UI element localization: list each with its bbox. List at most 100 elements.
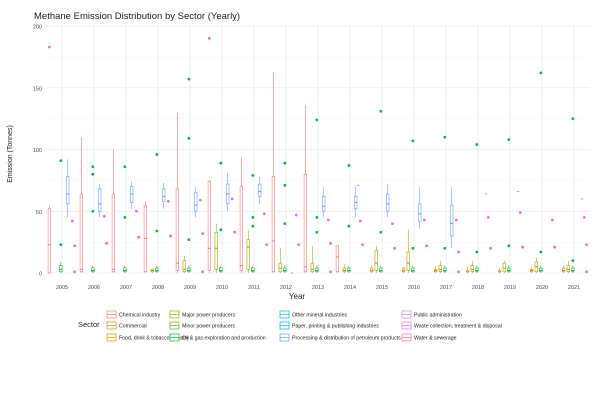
x-tick-label: 2011 [248,285,260,291]
x-tick-label: 2009 [184,285,196,291]
outlier-point [571,259,575,263]
x-tick-label: 2013 [312,285,324,291]
outlier-point [283,222,287,226]
box [59,265,63,273]
outlier-point [539,250,543,254]
box [130,186,134,203]
box [315,267,319,273]
box [246,239,250,270]
box [562,267,566,273]
x-tick-label: 2021 [568,285,580,291]
outlier-point [521,245,525,249]
outlier-point [123,216,127,219]
outlier-point [187,136,191,140]
outlier-point [571,117,575,121]
outlier-point [475,250,479,254]
y-tick-label: 0 [39,272,42,278]
box [111,193,115,273]
outlier-point [393,246,397,250]
box [187,267,191,273]
outlier-point [251,174,255,177]
outlier-point [297,243,301,246]
outlier-point [251,224,255,228]
x-tick-label: 2012 [280,285,292,291]
outlier-point [489,246,493,250]
legend-label: Water & sewerage [414,336,457,342]
outlier-point [73,244,77,248]
box [539,267,543,273]
outlier-point [105,241,109,245]
box [303,173,307,273]
outlier-point [91,165,95,169]
outlier-point [169,234,173,238]
box [239,186,243,271]
outlier-point [315,230,319,234]
box [322,196,326,212]
outlier-point [283,161,287,165]
y-axis-label: Emission (Tonnes) [7,125,14,183]
outlier-point [207,36,211,40]
outlier-point [486,216,490,219]
chart-marks [47,36,589,274]
outlier-point [329,270,333,274]
outlier-point [347,164,351,167]
outlier-point [379,109,383,113]
legend-label: Other mineral industries [292,313,347,319]
x-tick-label: 2010 [216,285,228,291]
box [411,267,415,273]
box [91,267,95,273]
x-tick-label: 2008 [152,285,164,291]
axes: 0 50 100 150 200 2005 2006 2007 2008 2009 2010 2011… [33,25,580,292]
outlier-point [123,165,127,169]
x-tick-label: 2018 [472,285,484,291]
box [402,267,406,273]
x-tick-label: 2020 [536,285,548,291]
outlier-point [390,222,394,226]
outlier-point [219,228,223,232]
outlier-point [475,143,479,146]
legend-label: Paper, printing & publishing industries [292,324,379,330]
box [438,265,442,273]
x-tick-label: 2017 [440,285,452,291]
box [98,188,102,212]
box [79,193,83,273]
outlier-point [265,243,269,246]
outlier-point [457,250,461,254]
outlier-point [59,243,63,246]
box [507,267,511,273]
outlier-point [187,77,191,81]
box [342,267,346,273]
box [379,267,383,273]
outlier-point [73,270,77,274]
outlier-point [230,197,234,201]
outlier-point [187,238,191,242]
legend-label: Minor power producers [182,324,235,330]
chart-title: Methane Emission Distribution by Sector … [34,11,240,22]
outlier-point [166,199,170,203]
x-tick-label: 2005 [56,285,68,291]
outlier-point [329,241,333,245]
box [283,267,287,273]
x-tick-label: 2007 [120,285,132,291]
outlier-point [457,270,461,274]
y-tick-label: 200 [33,25,42,31]
outlier-point [233,230,237,234]
x-tick-label: 2014 [344,285,356,291]
box [475,267,479,273]
outlier-point [201,270,205,274]
outlier-point [137,235,141,239]
x-tick-label: 2016 [408,285,420,291]
outlier-point [411,139,415,143]
box [566,265,570,273]
y-tick-label: 100 [33,148,42,154]
outlier-point [91,209,95,213]
outlier-point [102,214,106,218]
outlier-point [134,209,138,213]
box [450,204,454,237]
x-tick-label: 2006 [88,285,100,291]
outlier-point [47,45,51,49]
box [207,181,211,271]
box [66,176,70,205]
grid [46,25,590,274]
